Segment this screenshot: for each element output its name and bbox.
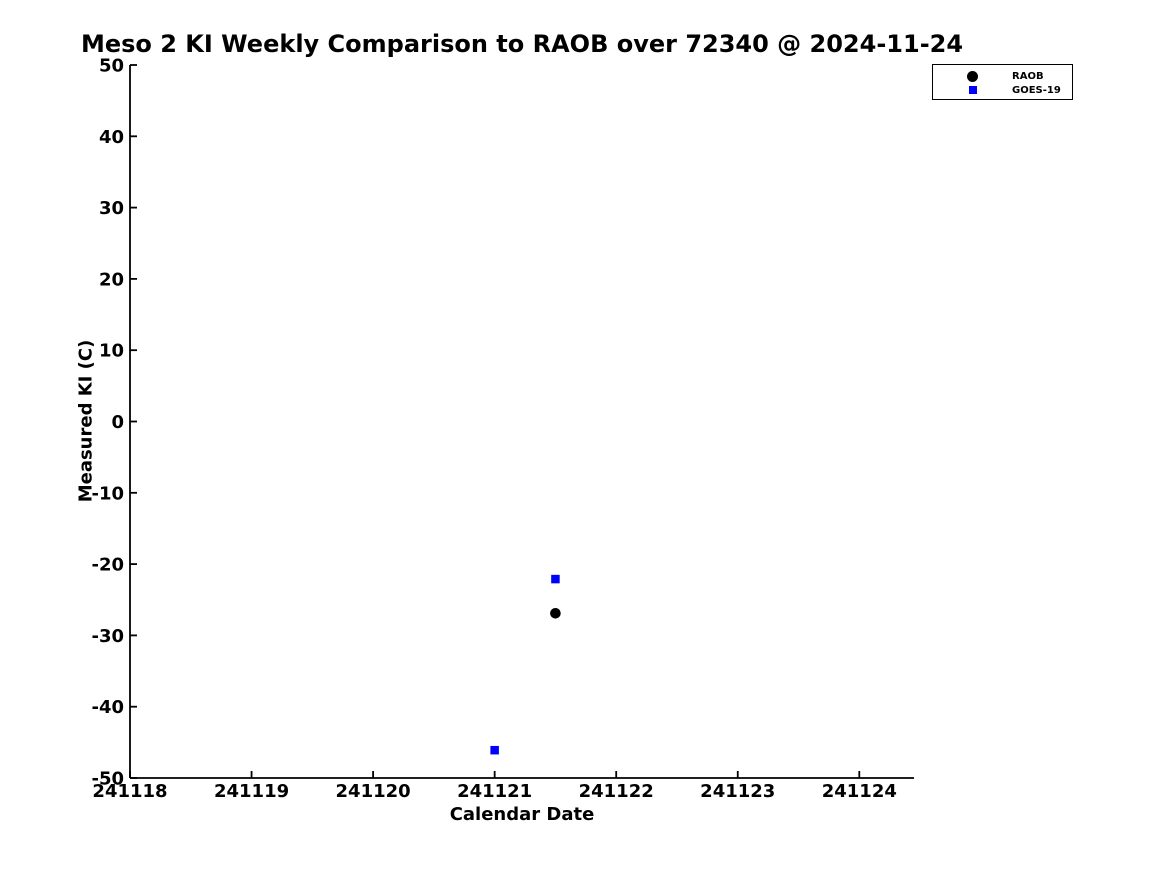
y-tick-label: 0 [111, 412, 124, 433]
x-axis-label: Calendar Date [449, 804, 595, 825]
data-point-raob [550, 607, 561, 619]
y-tick-label: 30 [99, 198, 124, 219]
legend: RAOB GOES-19 [932, 64, 1073, 100]
y-tick-label: 20 [99, 269, 124, 290]
legend-item-raob: RAOB [1012, 71, 1044, 82]
y-tick-label: 10 [99, 341, 124, 362]
y-tick-label: -20 [91, 555, 124, 576]
x-tick-label: 241122 [579, 781, 654, 802]
x-tick-label: 241123 [700, 781, 775, 802]
data-point-goes-19 [490, 745, 499, 755]
x-tick-label: 241120 [336, 781, 411, 802]
x-tick-label: 241121 [457, 781, 532, 802]
x-tick-label: 241118 [92, 781, 167, 802]
y-tick-label: -10 [91, 483, 124, 504]
y-tick-label: 50 [99, 56, 124, 77]
raob-circle-marker-icon [967, 71, 978, 82]
x-tick-label: 241119 [214, 781, 289, 802]
y-tick-label: -50 [91, 769, 124, 790]
legend-item-goes-19: GOES-19 [1012, 85, 1061, 96]
y-tick-label: -30 [91, 626, 124, 647]
x-tick-label: 241124 [822, 781, 897, 802]
y-tick-label: 40 [99, 127, 124, 148]
goes-19-square-marker-icon [969, 86, 977, 94]
data-point-goes-19 [551, 574, 560, 584]
chart-title: Meso 2 KI Weekly Comparison to RAOB over… [80, 30, 964, 58]
y-tick-label: -40 [91, 697, 124, 718]
